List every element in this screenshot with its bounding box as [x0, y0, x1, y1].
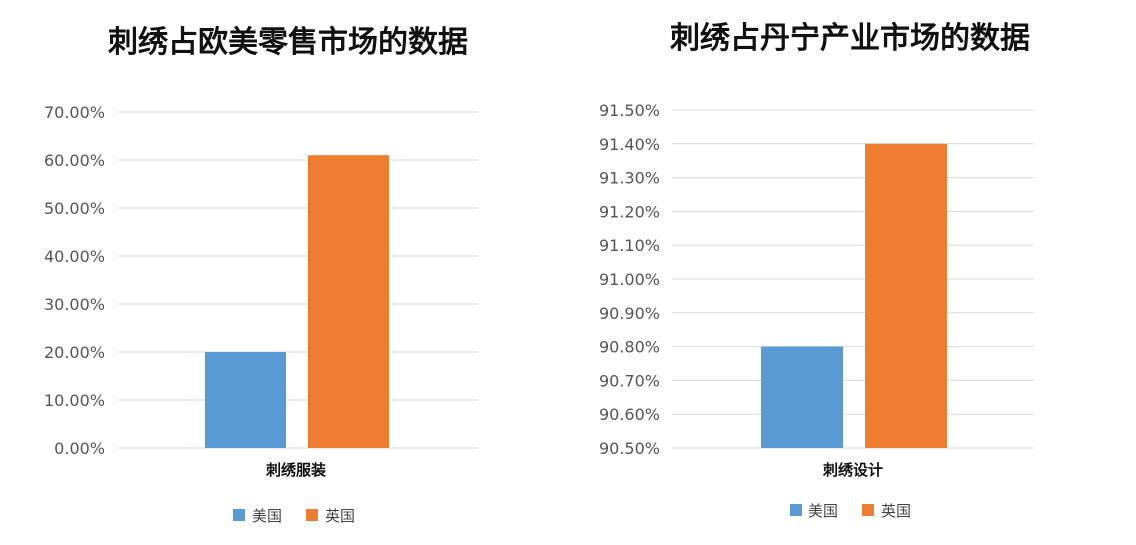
- y-tick-label: 0.00%: [54, 439, 105, 458]
- bar-uk: [865, 143, 947, 449]
- y-tick-label: 91.20%: [599, 202, 660, 221]
- chart-retail-gridlines: [117, 111, 478, 449]
- y-tick-label: 20.00%: [44, 343, 105, 362]
- chart-retail-category-label: 刺绣服装: [266, 461, 327, 479]
- y-tick-label: 90.60%: [599, 405, 660, 424]
- legend-swatch-us: [233, 509, 245, 521]
- legend-swatch-uk: [306, 509, 318, 521]
- chart-denim-legend: 美国 英国: [790, 502, 911, 520]
- y-tick-label: 91.10%: [599, 236, 660, 255]
- chart-retail-legend: 美国 英国: [233, 507, 355, 525]
- chart-denim: 刺绣占丹宁产业市场的数据 90.50%90.60%90.70%90.80%90.…: [599, 21, 1034, 520]
- y-tick-label: 30.00%: [44, 295, 105, 314]
- y-tick-label: 91.50%: [599, 101, 660, 120]
- y-tick-label: 91.30%: [599, 169, 660, 188]
- legend-label-us: 美国: [808, 502, 838, 520]
- chart-denim-category-label: 刺绣设计: [823, 461, 883, 479]
- chart-denim-bars: [761, 143, 947, 449]
- bar-uk: [308, 155, 389, 448]
- y-tick-label: 91.40%: [599, 135, 660, 154]
- chart-denim-y-axis: 90.50% 90.60% 90.70% 90.80% 90.90% 91.00% 91.1…: [599, 101, 660, 458]
- y-tick-label: 90.80%: [599, 338, 660, 357]
- y-tick-label: 90.70%: [599, 371, 660, 390]
- y-tick-label: 40.00%: [44, 247, 105, 266]
- chart-denim-gridlines: [672, 109, 1034, 449]
- chart-retail-title: 刺绣占欧美零售市场的数据: [108, 25, 468, 60]
- y-tick-label: 90.90%: [599, 304, 660, 323]
- chart-retail-bars: [205, 155, 389, 448]
- chart-retail-y-axis: 0.00% 10.00% 20.00% 30.00% 40.00% 50.00% 60.00…: [44, 103, 105, 458]
- chart-denim-title: 刺绣占丹宁产业市场的数据: [670, 21, 1030, 56]
- y-tick-label: 70.00%: [44, 103, 105, 122]
- bar-us: [205, 352, 286, 448]
- bar-us: [761, 346, 843, 448]
- y-tick-label: 91.00%: [599, 270, 660, 289]
- y-tick-label: 60.00%: [44, 151, 105, 170]
- legend-swatch-uk: [862, 504, 874, 516]
- y-tick-label: 90.50%: [599, 439, 660, 458]
- legend-label-uk: 英国: [881, 502, 911, 520]
- legend-swatch-us: [790, 504, 802, 516]
- legend-label-uk: 英国: [325, 507, 355, 525]
- y-tick-label: 10.00%: [44, 391, 105, 410]
- legend-label-us: 美国: [252, 507, 282, 525]
- chart-retail: 刺绣占欧美零售市场的数据 0.00% 10.00% 20.00% 30.00% 40.0…: [44, 25, 478, 525]
- y-tick-label: 50.00%: [44, 199, 105, 218]
